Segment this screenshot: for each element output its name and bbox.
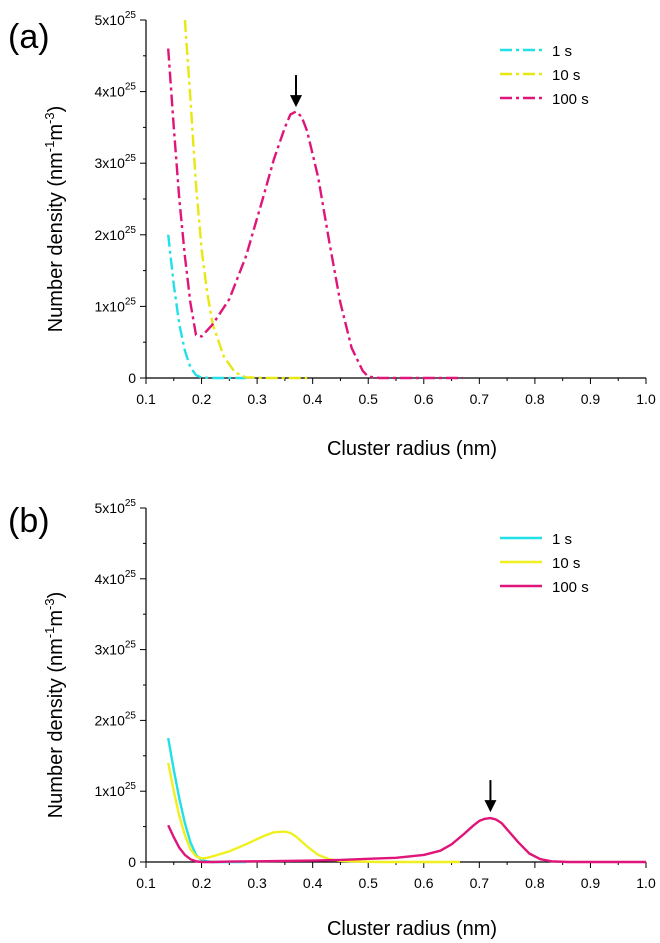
x-tick-label: 0.6 bbox=[414, 391, 434, 407]
x-tick-label: 1.0 bbox=[636, 391, 656, 407]
x-tick-label: 0.2 bbox=[192, 875, 212, 891]
y-tick-label: 4x1025 bbox=[95, 569, 137, 587]
legend-label: 1 s bbox=[552, 43, 572, 60]
x-tick-label: 0.4 bbox=[303, 391, 323, 407]
x-tick-label: 0.1 bbox=[136, 391, 156, 407]
x-tick-label: 0.2 bbox=[192, 391, 212, 407]
legend-label: 10 s bbox=[552, 67, 580, 84]
y-tick-label: 0 bbox=[128, 370, 136, 386]
y-tick-label: 2x1025 bbox=[95, 710, 137, 728]
x-tick-label: 0.9 bbox=[581, 391, 601, 407]
x-tick-label: 0.4 bbox=[303, 875, 323, 891]
y-tick-label: 2x1025 bbox=[95, 225, 137, 243]
series-line-10s bbox=[167, 762, 460, 864]
x-axis-label: Cluster radius (nm) bbox=[327, 438, 497, 460]
annotation-arrow-head bbox=[484, 800, 497, 813]
annotation-arrow-head bbox=[290, 95, 302, 108]
x-axis-label: Cluster radius (nm) bbox=[327, 918, 497, 940]
x-tick-label: 0.8 bbox=[525, 875, 545, 891]
legend-label: 10 s bbox=[552, 555, 580, 572]
x-tick-label: 0.5 bbox=[358, 391, 378, 407]
series-line-100s bbox=[167, 48, 463, 380]
x-tick-label: 1.0 bbox=[636, 875, 656, 891]
series-line-10s bbox=[183, 19, 308, 380]
y-tick-label: 3x1025 bbox=[95, 640, 137, 658]
y-tick-label: 1x1025 bbox=[95, 296, 137, 314]
x-tick-label: 0.8 bbox=[525, 391, 545, 407]
y-tick-label: 5x1025 bbox=[95, 10, 137, 28]
x-tick-label: 0.6 bbox=[414, 875, 434, 891]
panel-label: (a) bbox=[8, 18, 50, 56]
x-tick-label: 0.5 bbox=[358, 875, 378, 891]
x-tick-label: 0.1 bbox=[136, 875, 156, 891]
legend-label: 100 s bbox=[552, 579, 589, 596]
series-line-1s bbox=[167, 234, 246, 380]
series-line-1s bbox=[167, 737, 246, 864]
y-tick-label: 3x1025 bbox=[95, 153, 137, 171]
chart-panel-a: (a) 0.1 0.2 0.3 0.4 0.5 0.6 0.7 0.8 0.9 1.0 0 1x1025… bbox=[8, 10, 656, 460]
x-tick-label: 0.9 bbox=[581, 875, 601, 891]
y-tick-label: 0 bbox=[128, 854, 136, 870]
y-axis-label: Number density (nm-1m-3) bbox=[42, 106, 67, 333]
x-tick-label: 0.7 bbox=[470, 391, 490, 407]
y-axis-label: Number density (nm-1m-3) bbox=[42, 592, 67, 819]
y-tick-label: 5x1025 bbox=[95, 498, 137, 516]
panel-label: (b) bbox=[8, 502, 50, 540]
x-tick-label: 0.7 bbox=[470, 875, 490, 891]
y-tick-label: 1x1025 bbox=[95, 781, 137, 799]
chart-panel-b: (b) 0.1 0.2 0.3 0.4 0.5 0.6 0.7 0.8 0.9 1.0 0 1x1025… bbox=[8, 498, 656, 940]
legend-label: 1 s bbox=[552, 531, 572, 548]
x-tick-label: 0.3 bbox=[247, 875, 267, 891]
x-tick-label: 0.3 bbox=[247, 391, 267, 407]
legend-label: 100 s bbox=[552, 91, 589, 108]
y-tick-label: 4x1025 bbox=[95, 82, 137, 100]
series-line-100s bbox=[167, 816, 646, 864]
